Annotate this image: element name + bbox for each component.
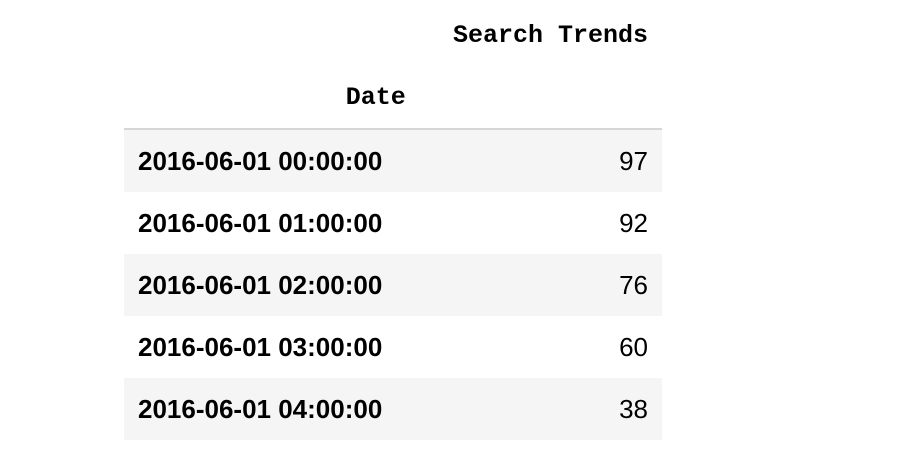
row-index-date: 2016-06-01 01:00:00 <box>138 207 383 238</box>
row-value-search-trends: 38 <box>619 393 648 424</box>
dataframe-table: Search Trends Date 2016-06-01 00:00:00 9… <box>124 4 662 440</box>
row-index-date: 2016-06-01 04:00:00 <box>138 393 383 424</box>
table-row: 2016-06-01 00:00:00 97 <box>124 129 662 192</box>
table-row: 2016-06-01 03:00:00 60 <box>124 316 662 378</box>
table-row: 2016-06-01 04:00:00 38 <box>124 378 662 440</box>
index-name-row: Date <box>124 66 662 130</box>
column-header-row: Search Trends <box>124 4 662 66</box>
row-index-date: 2016-06-01 02:00:00 <box>138 269 383 300</box>
row-value-search-trends: 97 <box>619 145 648 176</box>
index-column-header <box>124 4 420 66</box>
row-value-search-trends: 76 <box>619 269 648 300</box>
index-name-spacer <box>419 66 662 130</box>
search-trends-column-header: Search Trends <box>452 20 648 50</box>
row-value-search-trends: 92 <box>619 207 648 238</box>
table-row: 2016-06-01 02:00:00 76 <box>124 254 662 316</box>
table-row: 2016-06-01 01:00:00 92 <box>124 192 662 254</box>
row-value-search-trends: 60 <box>619 331 648 362</box>
index-name-date: Date <box>124 66 420 130</box>
row-index-date: 2016-06-01 00:00:00 <box>138 145 383 176</box>
row-index-date: 2016-06-01 03:00:00 <box>138 331 383 362</box>
